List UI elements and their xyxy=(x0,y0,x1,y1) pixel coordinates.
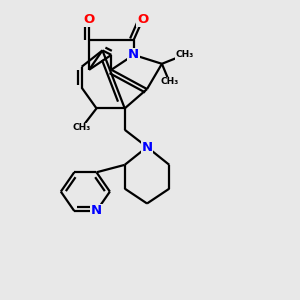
Text: O: O xyxy=(83,13,95,26)
Text: N: N xyxy=(91,204,102,218)
Text: O: O xyxy=(137,13,148,26)
Text: CH₃: CH₃ xyxy=(73,123,91,132)
Text: N: N xyxy=(142,140,153,154)
Text: N: N xyxy=(128,48,139,62)
Text: CH₃: CH₃ xyxy=(175,50,193,59)
Text: CH₃: CH₃ xyxy=(160,77,178,86)
